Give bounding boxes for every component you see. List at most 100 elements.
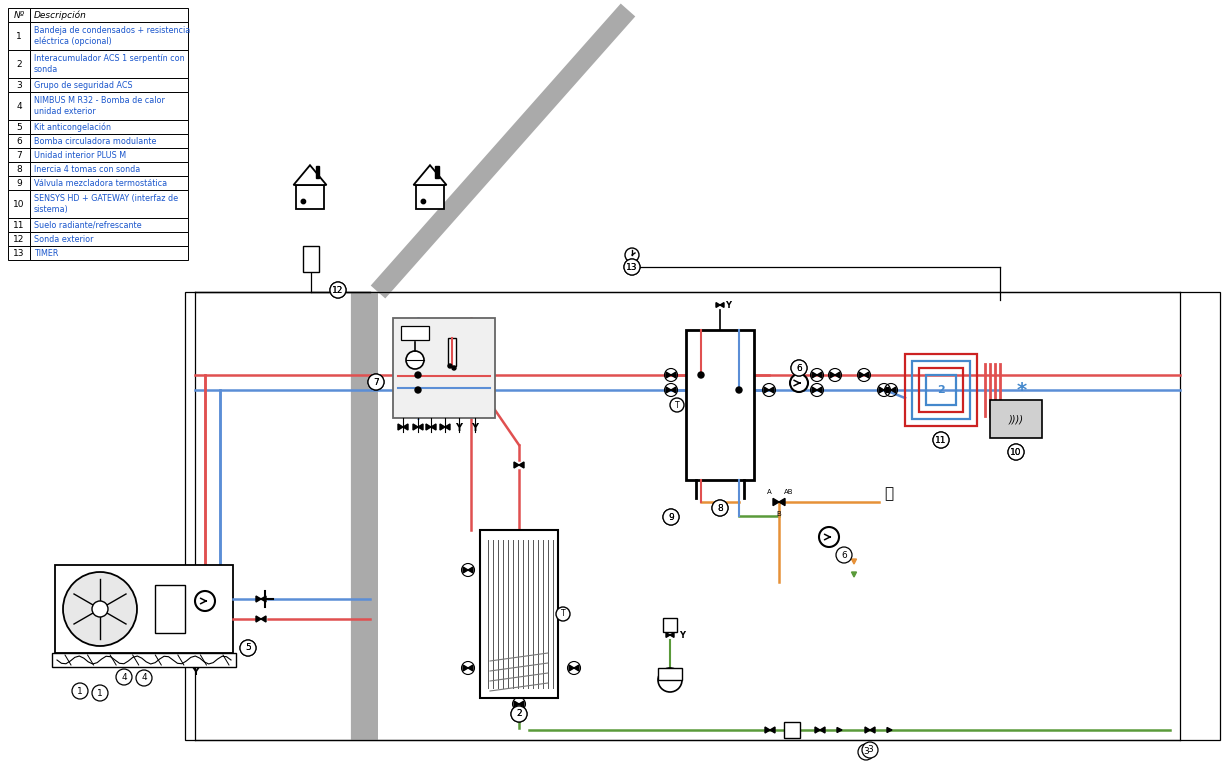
Text: Descripción: Descripción (34, 10, 87, 20)
Bar (9, 120, 29, 134)
Polygon shape (403, 424, 408, 430)
Polygon shape (715, 303, 720, 307)
Text: )))): )))) (1008, 414, 1024, 424)
Text: 2: 2 (516, 709, 522, 719)
Circle shape (790, 374, 808, 392)
Bar (663, 618, 677, 632)
Bar (919, 368, 963, 412)
Circle shape (624, 259, 639, 275)
Text: T: T (675, 401, 680, 410)
Polygon shape (764, 387, 769, 393)
Bar (415, 185, 445, 209)
Circle shape (452, 366, 456, 370)
Circle shape (658, 668, 682, 692)
Circle shape (92, 601, 108, 617)
Circle shape (421, 199, 425, 204)
Text: SENSYS HD + GATEWAY (interfaz de
sistema): SENSYS HD + GATEWAY (interfaz de sistema… (34, 195, 178, 214)
Text: Y: Y (456, 423, 463, 433)
Polygon shape (519, 462, 524, 468)
Text: 1: 1 (77, 686, 83, 696)
Text: Inercia 4 tomas con sonda: Inercia 4 tomas con sonda (34, 165, 140, 174)
Polygon shape (418, 424, 423, 430)
Bar (448, 338, 456, 366)
Bar (303, 246, 318, 272)
Bar (29, 190, 187, 218)
Polygon shape (865, 727, 870, 733)
Bar (29, 162, 187, 176)
Bar (9, 162, 29, 176)
Bar (9, 22, 29, 50)
Text: 7: 7 (16, 150, 22, 159)
Text: 13: 13 (626, 263, 638, 271)
Polygon shape (835, 372, 840, 378)
Text: 5: 5 (245, 643, 251, 653)
Text: 5: 5 (245, 643, 251, 653)
Polygon shape (891, 387, 895, 393)
Text: 1: 1 (97, 689, 103, 698)
Polygon shape (771, 727, 775, 733)
Text: 11: 11 (935, 436, 947, 444)
Text: Grupo de seguridad ACS: Grupo de seguridad ACS (34, 80, 132, 90)
Polygon shape (514, 701, 519, 707)
Polygon shape (671, 372, 676, 378)
Circle shape (698, 372, 704, 378)
Bar (29, 148, 187, 162)
Polygon shape (887, 728, 892, 732)
Text: 7: 7 (374, 378, 379, 387)
Text: 2: 2 (516, 709, 522, 719)
Circle shape (511, 706, 527, 722)
Text: B: B (777, 511, 782, 517)
Text: Y: Y (725, 300, 731, 309)
Text: 10: 10 (13, 199, 24, 208)
Polygon shape (256, 616, 261, 622)
Circle shape (368, 374, 383, 390)
Text: 11: 11 (935, 436, 947, 444)
Polygon shape (431, 424, 436, 430)
Polygon shape (666, 372, 671, 378)
Circle shape (858, 744, 873, 760)
Circle shape (712, 500, 728, 516)
Polygon shape (294, 165, 327, 185)
Polygon shape (440, 424, 445, 430)
Circle shape (625, 248, 639, 262)
Text: 3: 3 (864, 748, 869, 757)
Polygon shape (666, 387, 671, 393)
Circle shape (1008, 444, 1024, 460)
Polygon shape (880, 387, 884, 393)
Polygon shape (779, 499, 785, 506)
Text: 7: 7 (374, 378, 379, 387)
Text: 9: 9 (16, 178, 22, 188)
Polygon shape (720, 303, 724, 307)
Text: AB: AB (784, 489, 794, 495)
Circle shape (415, 387, 421, 393)
Text: Y: Y (191, 667, 198, 677)
Text: 4: 4 (16, 102, 22, 110)
Text: Sonda exterior: Sonda exterior (34, 234, 93, 244)
Text: 9: 9 (668, 512, 674, 522)
Bar (295, 185, 325, 209)
Circle shape (556, 607, 570, 621)
Text: Válvula mezcladora termostática: Válvula mezcladora termostática (34, 178, 167, 188)
Bar (185, 292, 1220, 740)
Bar (9, 246, 29, 260)
Text: 3: 3 (16, 80, 22, 90)
Text: 2: 2 (937, 385, 944, 395)
Text: Y: Y (679, 630, 685, 640)
Bar (55, 565, 233, 653)
Polygon shape (870, 727, 875, 733)
Bar (51, 653, 236, 667)
Bar (9, 232, 29, 246)
Circle shape (116, 669, 132, 685)
Polygon shape (568, 665, 575, 671)
Bar (29, 92, 187, 120)
Polygon shape (864, 372, 869, 378)
Text: *: * (1017, 381, 1027, 400)
Circle shape (791, 360, 807, 376)
Circle shape (624, 259, 639, 275)
Text: 10: 10 (1011, 447, 1022, 457)
Polygon shape (468, 665, 473, 671)
Circle shape (933, 432, 949, 448)
Bar (29, 134, 187, 148)
Circle shape (368, 374, 383, 390)
Circle shape (72, 683, 88, 699)
